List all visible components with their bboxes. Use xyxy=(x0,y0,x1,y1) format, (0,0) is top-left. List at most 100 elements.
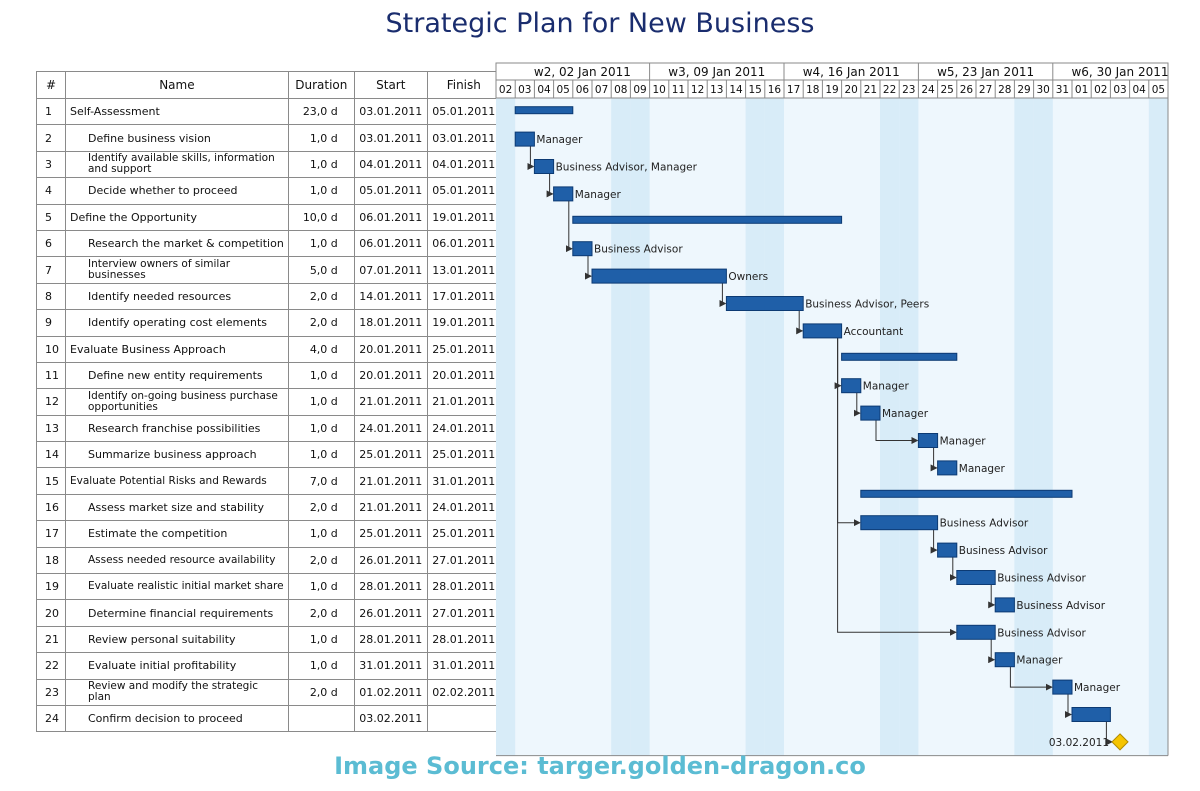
task-start-cell: 03.01.2011 xyxy=(353,124,428,152)
dependency-arrow xyxy=(527,144,535,170)
task-id-cell: 18 xyxy=(36,546,66,575)
dependency-arrow xyxy=(585,253,592,280)
dependency-arrow xyxy=(1009,664,1053,691)
task-name-cell: Identify operating cost elements xyxy=(65,309,289,337)
task-name-cell: Research the market & competition xyxy=(65,229,289,258)
day-label: 04 xyxy=(1133,84,1147,96)
weekend-stripe xyxy=(745,98,765,756)
day-label: 11 xyxy=(672,84,685,96)
task-bar xyxy=(514,131,535,147)
day-label: 07 xyxy=(595,84,608,96)
task-finish-cell: 05.01.2011 xyxy=(426,97,501,126)
week-label: w5, 23 Jan 2011 xyxy=(937,65,1034,79)
summary-bar xyxy=(514,106,574,115)
day-label: 29 xyxy=(1017,84,1030,96)
resource-label: Business Advisor xyxy=(940,518,1029,530)
task-id-cell: 15 xyxy=(36,467,66,495)
task-finish-cell: 02.02.2011 xyxy=(426,678,501,706)
day-label: 05 xyxy=(557,84,570,96)
task-bar xyxy=(860,515,939,531)
dependency-arrow xyxy=(719,281,727,307)
task-name-cell: Evaluate Business Approach xyxy=(65,335,289,363)
day-label: 09 xyxy=(633,84,646,96)
day-label: 04 xyxy=(537,84,551,96)
task-finish-cell: 28.01.2011 xyxy=(426,625,501,654)
task-bar xyxy=(956,570,996,585)
day-label: 20 xyxy=(845,84,858,96)
task-bar xyxy=(591,268,727,284)
task-name-cell: Evaluate Potential Risks and Rewards xyxy=(65,467,289,495)
task-name-cell: Define new entity requirements xyxy=(65,361,289,390)
task-name-cell: Define the Opportunity xyxy=(65,203,289,231)
task-name-cell: Confirm decision to proceed xyxy=(65,704,289,733)
week-label: w6, 30 Jan 2011 xyxy=(1071,65,1168,79)
dependency-arrow xyxy=(1105,719,1113,746)
task-bar xyxy=(841,378,862,394)
dependency-arrow xyxy=(1065,692,1072,718)
day-label: 10 xyxy=(653,84,666,96)
table-row: 3 Identify available skills, information … xyxy=(36,150,501,179)
task-bar xyxy=(917,433,939,448)
resource-label: Business Advisor xyxy=(997,627,1086,639)
task-id-cell: 16 xyxy=(36,493,66,522)
weekend-stripe xyxy=(764,98,784,756)
day-label: 27 xyxy=(979,84,992,96)
task-id-cell: 22 xyxy=(36,652,66,680)
task-duration-cell: 1,0 d xyxy=(287,441,355,469)
day-label: 05 xyxy=(1152,84,1165,96)
day-label: 22 xyxy=(883,84,896,96)
resource-label: Business Advisor xyxy=(959,545,1048,557)
task-name-cell: Evaluate realistic initial market share xyxy=(65,573,289,601)
day-label: 14 xyxy=(729,84,743,96)
task-id-cell: 4 xyxy=(36,177,66,205)
task-finish-cell: 28.01.2011 xyxy=(426,573,501,601)
resource-label: Business Advisor xyxy=(1016,600,1105,612)
resource-label: Business Advisor xyxy=(594,244,683,256)
week-label: w3, 09 Jan 2011 xyxy=(668,65,765,79)
task-bar xyxy=(1052,679,1073,695)
day-label: 25 xyxy=(941,84,954,96)
dependency-arrow xyxy=(546,171,554,198)
task-start-cell: 21.01.2011 xyxy=(353,493,428,522)
resource-label: Accountant xyxy=(844,326,904,338)
milestone-label: 03.02.2011 xyxy=(1049,737,1109,749)
table-header-row: # Name Duration Start Finish xyxy=(36,71,501,99)
task-table: # Name Duration Start Finish 1 Self-Asses… xyxy=(36,71,501,733)
task-duration-cell: 1,0 d xyxy=(287,652,355,680)
chart-title: Strategic Plan for New Business xyxy=(385,8,815,39)
day-label: 24 xyxy=(921,84,935,96)
week-label: w4, 16 Jan 2011 xyxy=(803,65,900,79)
resource-label: Business Advisor, Manager xyxy=(556,162,698,174)
weekend-stripe xyxy=(630,98,650,756)
table-row: 1 Self-Assessment 23,0 d 03.01.2011 05.01.20… xyxy=(36,97,501,126)
task-name-cell: Decide whether to proceed xyxy=(65,177,289,205)
day-label: 02 xyxy=(1094,84,1107,96)
table-row: 24 Confirm decision to proceed 03.02.2011 xyxy=(36,704,501,733)
dependency-arrow xyxy=(875,418,919,444)
day-label: 03 xyxy=(1113,84,1126,96)
day-label: 15 xyxy=(749,84,762,96)
task-duration-cell: 1,0 d xyxy=(287,150,355,179)
task-bar xyxy=(1071,707,1111,722)
task-duration-cell: 2,0 d xyxy=(287,282,355,311)
task-bar xyxy=(937,460,958,476)
task-finish-cell: 05.01.2011 xyxy=(426,177,501,205)
dependency-arrow xyxy=(930,445,938,472)
task-name-cell: Review personal suitability xyxy=(65,625,289,654)
day-label: 21 xyxy=(864,84,877,96)
task-name-cell: Evaluate initial profitability xyxy=(65,652,289,680)
table-row: 9 Identify operating cost elements 2,0 d 18… xyxy=(36,309,501,337)
dependency-arrow xyxy=(988,582,996,609)
task-start-cell: 28.01.2011 xyxy=(353,625,428,654)
task-duration-cell: 1,0 d xyxy=(287,520,355,548)
task-start-cell: 20.01.2011 xyxy=(353,335,428,363)
task-finish-cell: 27.01.2011 xyxy=(426,599,501,627)
day-label: 23 xyxy=(902,84,915,96)
task-id-cell: 11 xyxy=(36,361,66,390)
resource-label: Manager xyxy=(1016,655,1063,667)
weekend-stripe xyxy=(880,98,900,756)
task-bar xyxy=(802,323,843,339)
table-row: 22 Evaluate initial profitability 1,0 d 31.… xyxy=(36,652,501,680)
resource-label: Owners xyxy=(728,271,768,283)
task-start-cell: 03.02.2011 xyxy=(353,704,428,733)
